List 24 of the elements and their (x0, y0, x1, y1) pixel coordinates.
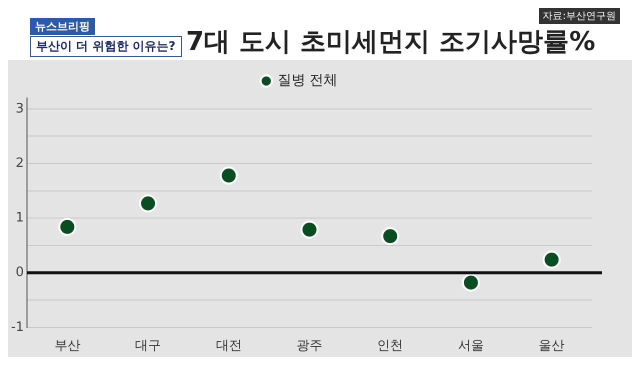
legend-label: 질병 전체 (277, 72, 338, 89)
point (300, 220, 318, 239)
x-tick-label: 울산 (538, 338, 565, 354)
x-tick-label: 대전 (216, 338, 242, 354)
x-tick-label: 대구 (135, 338, 162, 354)
y-tick-label: 0 (16, 265, 24, 280)
point (220, 166, 238, 185)
text: 뉴스브리핑 (30, 18, 95, 35)
x-tick-label: 서울 (458, 338, 484, 354)
y-tick-label: 2 (16, 156, 24, 171)
point (381, 227, 400, 246)
y-tick-label: 1 (16, 210, 24, 226)
point (462, 274, 480, 292)
x-tick-label: 부산 (54, 338, 80, 354)
x-tick-label: 광주 (296, 338, 322, 354)
point (139, 194, 158, 212)
chart-title: 7대 도시 초미세먼지 조기사망률% (186, 26, 596, 59)
text: 자료:부산연구원 (538, 8, 620, 24)
chart-subtitle: 부산이 더 위험한 이유는? (30, 36, 182, 57)
x-tick-label: 인천 (377, 338, 404, 354)
y-tick-label: -1 (10, 320, 24, 335)
y-tick-label: 3 (16, 101, 24, 116)
point (542, 250, 561, 269)
point (58, 218, 76, 236)
